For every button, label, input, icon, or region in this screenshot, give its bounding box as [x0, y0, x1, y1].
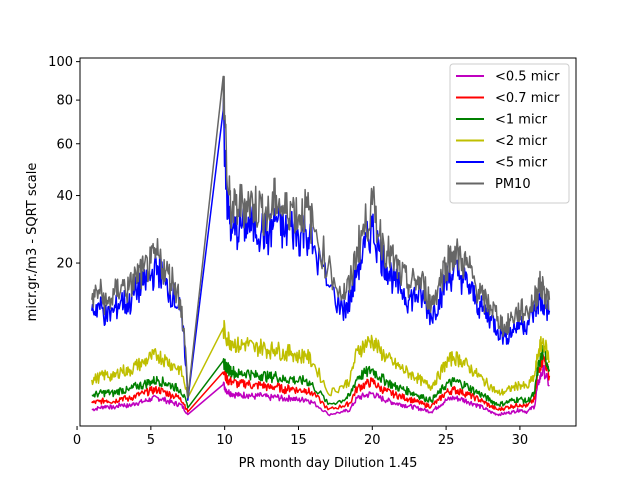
series-line-0	[91, 364, 550, 417]
x-tick-label: 15	[290, 433, 307, 448]
legend: <0.5 micr <0.7 micr <1 micr <2 micr <5 micr P…	[449, 63, 570, 204]
x-tick-label: 0	[73, 433, 81, 448]
series-layer	[91, 75, 551, 417]
x-axis-label: PR month day Dilution 1.45	[239, 456, 418, 471]
legend-label: <2 micr	[495, 134, 548, 149]
x-tick-label: 5	[147, 433, 155, 448]
y-tick-label: 20	[56, 257, 73, 272]
x-tick-label: 20	[364, 433, 381, 448]
x-tick-label: 25	[438, 433, 455, 448]
legend-label: <0.7 micr	[495, 91, 560, 106]
series-line-5	[91, 75, 551, 399]
axes-frame	[79, 57, 577, 427]
legend-box	[449, 63, 570, 204]
x-tick-label: 10	[216, 433, 233, 448]
y-ticks: 20 40 60 80 100	[48, 55, 80, 272]
y-tick-label: 40	[56, 189, 73, 204]
y-axis-label: micr.gr./m3 - SQRT scale	[25, 163, 40, 322]
legend-label: <0.5 micr	[495, 70, 560, 85]
series-line-3	[91, 319, 551, 399]
series-line-1	[91, 354, 551, 413]
y-tick-label: 60	[56, 137, 73, 152]
y-tick-label: 80	[56, 94, 73, 109]
x-ticks: 0 5 10 15 20 25 30	[73, 426, 528, 448]
legend-label: PM10	[495, 177, 531, 192]
legend-label: <1 micr	[495, 113, 548, 128]
y-tick-label: 100	[48, 55, 73, 70]
x-tick-label: 30	[512, 433, 529, 448]
series-line-2	[91, 344, 551, 409]
legend-label: <5 micr	[495, 156, 548, 171]
